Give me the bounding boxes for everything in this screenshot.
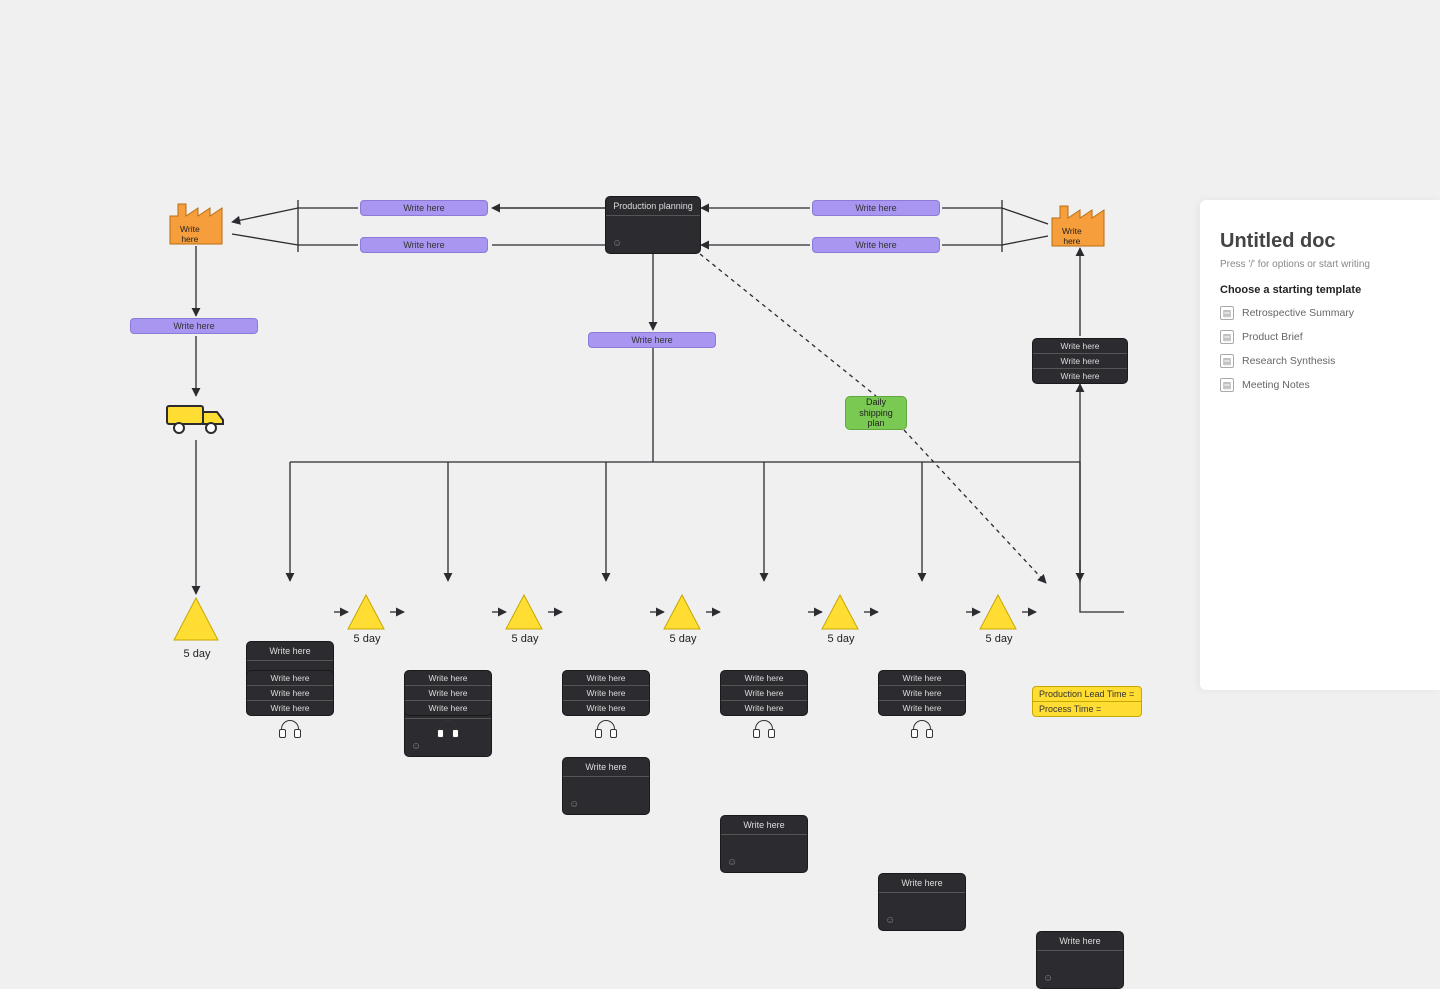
process-box-2[interactable]: Write here ☺ [562,757,650,815]
process-sub-stack-2-row-2[interactable]: Write here [563,700,649,715]
inventory-triangle-3-label: 5 day [666,633,700,645]
purple-mid-label[interactable]: Write here [631,335,672,345]
template-item-2[interactable]: ▤ Research Synthesis [1220,354,1420,368]
purple-top-left-0-label[interactable]: Write here [403,203,444,213]
purple-mid[interactable]: Write here [588,332,716,348]
lead-time-row-0[interactable]: Production Lead Time = [1033,687,1141,701]
template-header: Choose a starting template [1220,284,1420,296]
operator-icon-3 [755,720,773,738]
lead-time-row-1[interactable]: Process Time = [1033,701,1141,716]
doc-hint: Press '/' for options or start writing [1220,259,1420,270]
process-sub-stack-4-row-0[interactable]: Write here [879,671,965,685]
template-item-1[interactable]: ▤ Product Brief [1220,330,1420,344]
purple-left-chain-label[interactable]: Write here [173,321,214,331]
operator-icon-0 [281,720,299,738]
process-box-3[interactable]: Write here ☺ [720,815,808,873]
purple-top-right-0-label[interactable]: Write here [855,203,896,213]
factory-left-label[interactable]: Write here [180,224,200,244]
inventory-triangle-1-label: 5 day [350,633,384,645]
daily-shipping-plan-label[interactable]: Daily shipping plan [850,397,902,429]
smile-icon: ☺ [612,238,622,249]
smile-icon: ☺ [1043,973,1053,984]
process-sub-stack-1-row-0[interactable]: Write here [405,671,491,685]
process-sub-stack-0-row-1[interactable]: Write here [247,685,333,700]
process-sub-stack-1-row-2[interactable]: Write here [405,700,491,715]
lead-time-note[interactable]: Production Lead Time = Process Time = [1032,686,1142,717]
process-sub-stack-3-row-1[interactable]: Write here [721,685,807,700]
inventory-triangle-5-label: 5 day [982,633,1016,645]
production-planning-title[interactable]: Production planning [606,197,700,216]
right-output-row-1[interactable]: Write here [1033,353,1127,368]
template-label: Meeting Notes [1242,379,1310,391]
inventory-triangle-0-label: 5 day [180,648,214,660]
process-box-5[interactable]: Write here ☺ [1036,931,1124,989]
process-sub-stack-0-row-0[interactable]: Write here [247,671,333,685]
doc-title[interactable]: Untitled doc [1220,230,1420,253]
process-sub-stack-2[interactable]: Write hereWrite hereWrite here [562,670,650,716]
inventory-triangle-4-label: 5 day [824,633,858,645]
purple-top-right-0[interactable]: Write here [812,200,940,216]
process-box-2-title[interactable]: Write here [563,758,649,777]
purple-top-left-0[interactable]: Write here [360,200,488,216]
inventory-triangle-2-label: 5 day [508,633,542,645]
purple-top-right-1-label[interactable]: Write here [855,240,896,250]
process-sub-stack-1[interactable]: Write hereWrite hereWrite here [404,670,492,716]
process-sub-stack-0[interactable]: Write hereWrite hereWrite here [246,670,334,716]
operator-icon-1 [439,720,457,738]
purple-left-chain[interactable]: Write here [130,318,258,334]
doc-panel[interactable]: Untitled doc Press '/' for options or st… [1200,200,1440,690]
right-output-row-0[interactable]: Write here [1033,339,1127,353]
template-icon: ▤ [1220,330,1234,344]
template-label: Product Brief [1242,331,1303,343]
smile-icon: ☺ [727,857,737,868]
production-planning-node[interactable]: Production planning ☺ [605,196,701,254]
process-sub-stack-3-row-2[interactable]: Write here [721,700,807,715]
process-sub-stack-1-row-1[interactable]: Write here [405,685,491,700]
process-sub-stack-3[interactable]: Write hereWrite hereWrite here [720,670,808,716]
template-icon: ▤ [1220,306,1234,320]
process-box-0-title[interactable]: Write here [247,642,333,661]
process-box-4-title[interactable]: Write here [879,874,965,893]
process-sub-stack-3-row-0[interactable]: Write here [721,671,807,685]
template-label: Retrospective Summary [1242,307,1354,319]
process-box-4[interactable]: Write here ☺ [878,873,966,931]
purple-top-left-1-label[interactable]: Write here [403,240,444,250]
right-output-stack[interactable]: Write here Write here Write here [1032,338,1128,384]
template-icon: ▤ [1220,354,1234,368]
template-item-3[interactable]: ▤ Meeting Notes [1220,378,1420,392]
right-output-row-2[interactable]: Write here [1033,368,1127,383]
process-sub-stack-2-row-0[interactable]: Write here [563,671,649,685]
process-sub-stack-0-row-2[interactable]: Write here [247,700,333,715]
factory-right-label[interactable]: Write here [1062,226,1082,246]
process-sub-stack-4-row-2[interactable]: Write here [879,700,965,715]
operator-icon-2 [597,720,615,738]
smile-icon: ☺ [411,741,421,752]
purple-top-right-1[interactable]: Write here [812,237,940,253]
template-item-0[interactable]: ▤ Retrospective Summary [1220,306,1420,320]
process-sub-stack-2-row-1[interactable]: Write here [563,685,649,700]
template-icon: ▤ [1220,378,1234,392]
smile-icon: ☺ [885,915,895,926]
daily-shipping-plan-node[interactable]: Daily shipping plan [845,396,907,430]
process-box-5-title[interactable]: Write here [1037,932,1123,951]
template-label: Research Synthesis [1242,355,1335,367]
smile-icon: ☺ [569,799,579,810]
operator-icon-4 [913,720,931,738]
process-sub-stack-4-row-1[interactable]: Write here [879,685,965,700]
process-box-3-title[interactable]: Write here [721,816,807,835]
purple-top-left-1[interactable]: Write here [360,237,488,253]
process-sub-stack-4[interactable]: Write hereWrite hereWrite here [878,670,966,716]
